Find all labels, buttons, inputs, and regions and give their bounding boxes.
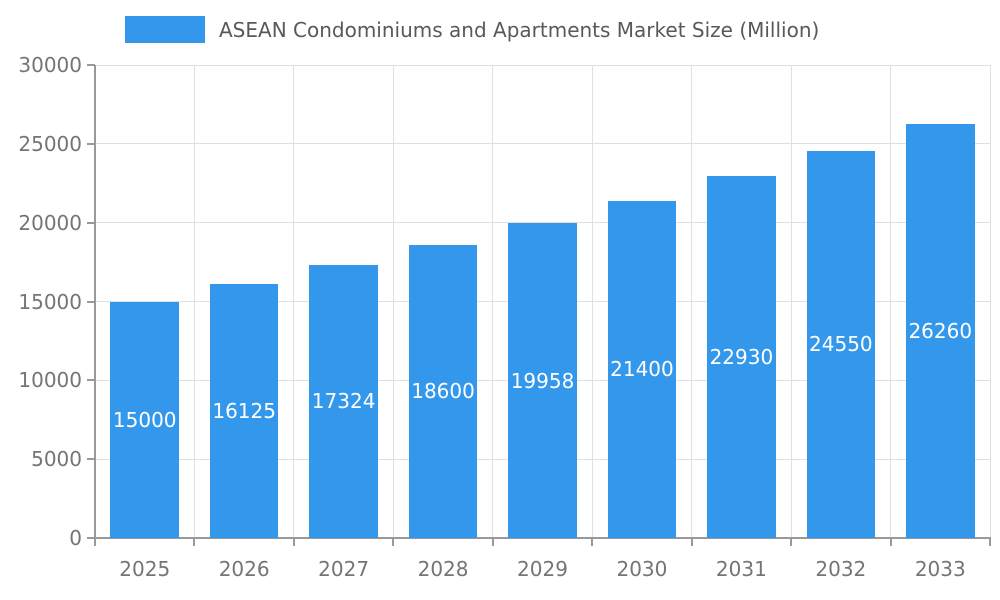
x-axis-label: 2029 (517, 557, 568, 581)
x-axis-label: 2028 (417, 557, 469, 581)
y-tick-mark (87, 64, 95, 66)
x-tick-mark (491, 538, 494, 546)
x-axis-label: 2032 (815, 557, 867, 581)
bar (905, 123, 975, 538)
y-gridline (95, 143, 990, 145)
bar-value-label: 21400 (610, 357, 674, 382)
y-axis-line (94, 65, 96, 539)
bar-value-label: 22930 (709, 345, 774, 370)
bar-value-label: 19958 (510, 368, 575, 393)
bar (209, 283, 279, 538)
x-axis-label: 2025 (119, 557, 171, 581)
y-tick-mark (87, 458, 95, 461)
x-gridline (691, 65, 693, 538)
x-tick-mark (790, 538, 793, 546)
x-tick-mark (591, 538, 594, 546)
bar (806, 150, 876, 538)
y-tick-mark (87, 142, 95, 145)
x-gridline (293, 65, 295, 538)
y-tick-mark (87, 379, 95, 382)
y-axis-label: 20000 (18, 210, 82, 235)
x-gridline (989, 65, 991, 538)
x-tick-mark (193, 538, 196, 546)
bar (309, 264, 378, 538)
x-tick-mark (292, 538, 295, 546)
chart-title: ASEAN Condominiums and Apartments Market… (219, 17, 820, 42)
x-axis-label: 2026 (218, 557, 270, 581)
x-tick-mark (94, 538, 96, 546)
x-axis-label: 2030 (616, 557, 668, 581)
bar-value-label: 17324 (311, 389, 376, 414)
bar (408, 244, 478, 538)
x-axis-label: 2033 (914, 557, 966, 581)
bar (607, 200, 677, 538)
x-gridline (591, 65, 593, 538)
x-tick-mark (889, 538, 892, 546)
x-axis-line (94, 537, 991, 539)
bar (110, 301, 180, 538)
bar (508, 223, 577, 538)
x-tick-mark (392, 538, 395, 546)
bar-value-label: 24550 (809, 332, 873, 357)
x-tick-mark (690, 538, 693, 546)
y-gridline (95, 64, 990, 66)
x-axis-label: 2031 (715, 557, 767, 581)
x-gridline (790, 65, 792, 538)
x-gridline (492, 65, 494, 538)
y-axis-label: 15000 (18, 289, 82, 314)
y-tick-mark (87, 221, 95, 224)
bar-value-label: 16125 (212, 398, 276, 423)
legend-swatch (125, 16, 205, 43)
bar (707, 176, 776, 538)
y-axis-label: 5000 (31, 447, 82, 472)
x-gridline (392, 65, 394, 538)
bar-value-label: 18600 (411, 379, 475, 404)
chart-legend: ASEAN Condominiums and Apartments Market… (125, 16, 819, 43)
y-axis-label: 25000 (18, 131, 82, 156)
y-gridline (95, 222, 990, 224)
bar-value-label: 15000 (112, 407, 177, 432)
y-tick-mark (87, 537, 95, 539)
x-gridline (193, 65, 195, 538)
bar-value-label: 26260 (908, 318, 973, 343)
y-tick-mark (87, 300, 95, 303)
y-axis-label: 30000 (18, 53, 82, 77)
y-axis-label: 10000 (18, 368, 82, 393)
x-axis-label: 2027 (318, 557, 370, 581)
y-axis-label: 0 (69, 526, 82, 550)
x-tick-mark (989, 538, 991, 546)
x-gridline (890, 65, 892, 538)
